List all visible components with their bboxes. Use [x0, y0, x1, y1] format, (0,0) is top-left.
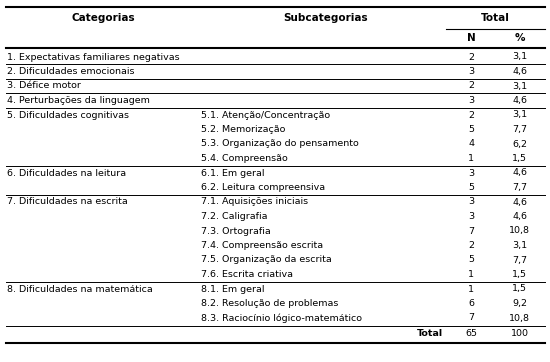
- Text: 8. Dificuldades na matemática: 8. Dificuldades na matemática: [7, 285, 152, 294]
- Text: 1,5: 1,5: [512, 270, 527, 279]
- Text: Total: Total: [417, 329, 443, 338]
- Text: 3: 3: [468, 96, 475, 105]
- Text: Total: Total: [481, 13, 510, 23]
- Text: %: %: [514, 33, 525, 43]
- Text: 5.1. Atenção/Concentração: 5.1. Atenção/Concentração: [201, 110, 330, 119]
- Text: N: N: [467, 33, 476, 43]
- Text: 3,1: 3,1: [512, 81, 527, 90]
- Text: 65: 65: [465, 329, 477, 338]
- Text: 3: 3: [468, 67, 475, 76]
- Text: Categorias: Categorias: [72, 13, 135, 23]
- Text: 1,5: 1,5: [512, 285, 527, 294]
- Text: 5. Dificuldades cognitivas: 5. Dificuldades cognitivas: [7, 110, 129, 119]
- Text: 4,6: 4,6: [512, 168, 527, 177]
- Text: 5.2. Memorização: 5.2. Memorização: [201, 125, 285, 134]
- Text: 1: 1: [469, 285, 474, 294]
- Text: 2: 2: [469, 52, 474, 62]
- Text: 6,2: 6,2: [512, 139, 527, 148]
- Text: 8.1. Em geral: 8.1. Em geral: [201, 285, 264, 294]
- Text: 6: 6: [469, 299, 474, 308]
- Text: 3: 3: [468, 168, 475, 177]
- Text: 5.3. Organização do pensamento: 5.3. Organização do pensamento: [201, 139, 359, 148]
- Text: 3,1: 3,1: [512, 52, 527, 62]
- Text: 1: 1: [469, 154, 474, 163]
- Text: 2. Dificuldades emocionais: 2. Dificuldades emocionais: [7, 67, 134, 76]
- Text: 2: 2: [469, 241, 474, 250]
- Text: 3,1: 3,1: [512, 241, 527, 250]
- Text: 6.1. Em geral: 6.1. Em geral: [201, 168, 264, 177]
- Text: 9,2: 9,2: [512, 299, 527, 308]
- Text: 5: 5: [469, 183, 474, 192]
- Text: 3,1: 3,1: [512, 110, 527, 119]
- Text: 100: 100: [511, 329, 529, 338]
- Text: 4,6: 4,6: [512, 198, 527, 206]
- Text: 7,7: 7,7: [512, 256, 527, 265]
- Text: 7.1. Aquisições iniciais: 7.1. Aquisições iniciais: [201, 198, 308, 206]
- Text: 8.3. Raciocínio lógico-matemático: 8.3. Raciocínio lógico-matemático: [201, 313, 362, 323]
- Text: 7: 7: [469, 227, 474, 236]
- Text: 3: 3: [468, 212, 475, 221]
- Text: 2: 2: [469, 110, 474, 119]
- Text: 6. Dificuldades na leitura: 6. Dificuldades na leitura: [7, 168, 126, 177]
- Text: 7.4. Compreensão escrita: 7.4. Compreensão escrita: [201, 241, 323, 250]
- Text: 6.2. Leitura compreensiva: 6.2. Leitura compreensiva: [201, 183, 325, 192]
- Text: 10,8: 10,8: [509, 227, 530, 236]
- Text: 3. Défice motor: 3. Défice motor: [7, 81, 80, 90]
- Text: 7.5. Organização da escrita: 7.5. Organização da escrita: [201, 256, 332, 265]
- Text: 10,8: 10,8: [509, 313, 530, 323]
- Text: 7.2. Caligrafia: 7.2. Caligrafia: [201, 212, 267, 221]
- Text: 7. Dificuldades na escrita: 7. Dificuldades na escrita: [7, 198, 128, 206]
- Text: 4,6: 4,6: [512, 96, 527, 105]
- Text: 7,7: 7,7: [512, 183, 527, 192]
- Text: 5.4. Compreensão: 5.4. Compreensão: [201, 154, 288, 163]
- Text: Subcategorias: Subcategorias: [284, 13, 368, 23]
- Text: 7.6. Escrita criativa: 7.6. Escrita criativa: [201, 270, 293, 279]
- Text: 5: 5: [469, 125, 474, 134]
- Text: 3: 3: [468, 198, 475, 206]
- Text: 1,5: 1,5: [512, 154, 527, 163]
- Text: 8.2. Resolução de problemas: 8.2. Resolução de problemas: [201, 299, 338, 308]
- Text: 4,6: 4,6: [512, 212, 527, 221]
- Text: 5: 5: [469, 256, 474, 265]
- Text: 4. Perturbações da linguagem: 4. Perturbações da linguagem: [7, 96, 150, 105]
- Text: 4: 4: [469, 139, 474, 148]
- Text: 1: 1: [469, 270, 474, 279]
- Text: 7,7: 7,7: [512, 125, 527, 134]
- Text: 4,6: 4,6: [512, 67, 527, 76]
- Text: 7: 7: [469, 313, 474, 323]
- Text: 7.3. Ortografia: 7.3. Ortografia: [201, 227, 271, 236]
- Text: 2: 2: [469, 81, 474, 90]
- Text: 1. Expectativas familiares negativas: 1. Expectativas familiares negativas: [7, 52, 179, 62]
